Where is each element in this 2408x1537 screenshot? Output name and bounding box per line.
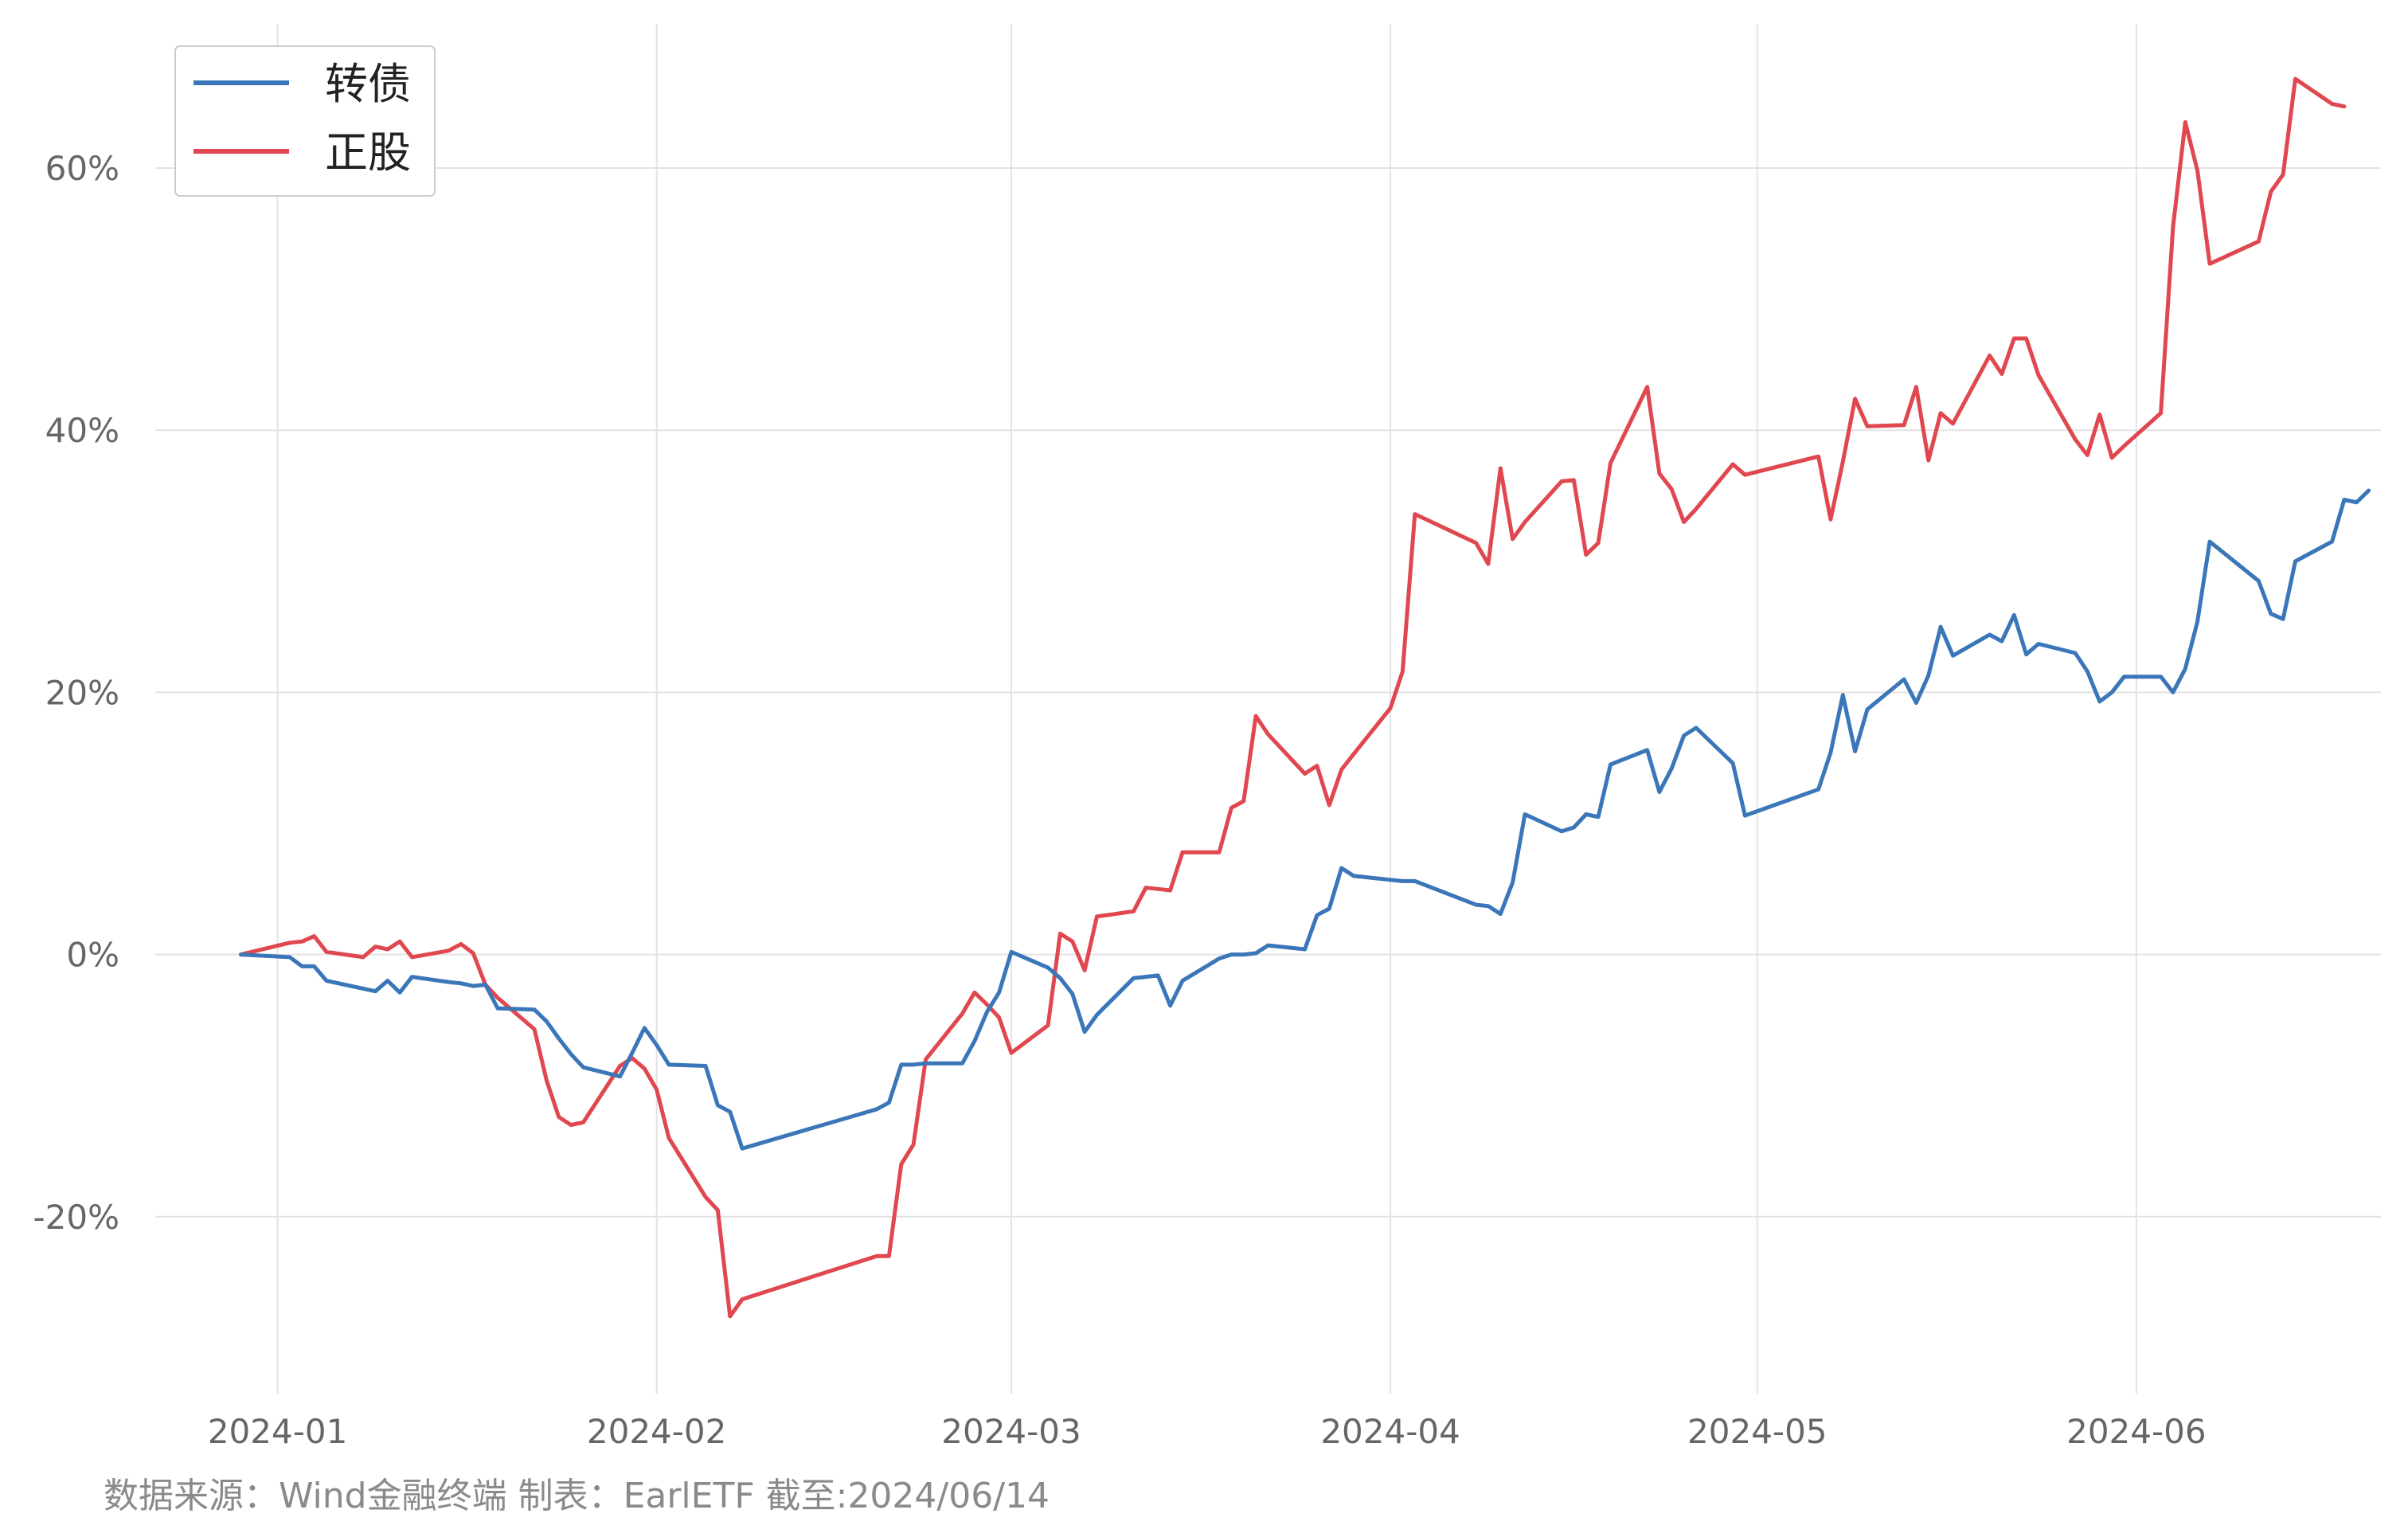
y-tick-label: 40% bbox=[45, 411, 119, 450]
x-tick-label: 2024-03 bbox=[941, 1412, 1081, 1451]
y-axis-ticks: -20% 0% 20% 40% 60% bbox=[33, 149, 119, 1237]
y-tick-label: 20% bbox=[45, 673, 119, 712]
x-tick-label: 2024-06 bbox=[2066, 1412, 2207, 1451]
y-tick-label: 0% bbox=[66, 936, 119, 975]
legend-label-convertible-bond: 转债 bbox=[325, 59, 411, 109]
x-tick-label: 2024-04 bbox=[1320, 1412, 1460, 1451]
x-tick-label: 2024-05 bbox=[1687, 1412, 1828, 1451]
x-axis-ticks: 2024-01 2024-02 2024-03 2024-04 2024-05 2024-… bbox=[208, 1412, 2207, 1451]
y-tick-label: 60% bbox=[45, 149, 119, 188]
y-gridlines bbox=[155, 167, 2381, 1218]
series-line-convertible-bond bbox=[239, 488, 2371, 1151]
series-line-stock bbox=[239, 76, 2347, 1319]
series-lines bbox=[239, 76, 2371, 1319]
legend: 转债 正股 bbox=[174, 45, 436, 197]
x-gridlines bbox=[276, 24, 2137, 1394]
source-note: 数据来源：Wind金融终端 制表：EarlETF 截至:2024/06/14 bbox=[104, 1476, 1050, 1516]
x-tick-label: 2024-02 bbox=[587, 1412, 727, 1451]
y-tick-label: -20% bbox=[33, 1198, 119, 1237]
x-tick-label: 2024-01 bbox=[208, 1412, 348, 1451]
legend-label-stock: 正股 bbox=[325, 127, 411, 178]
